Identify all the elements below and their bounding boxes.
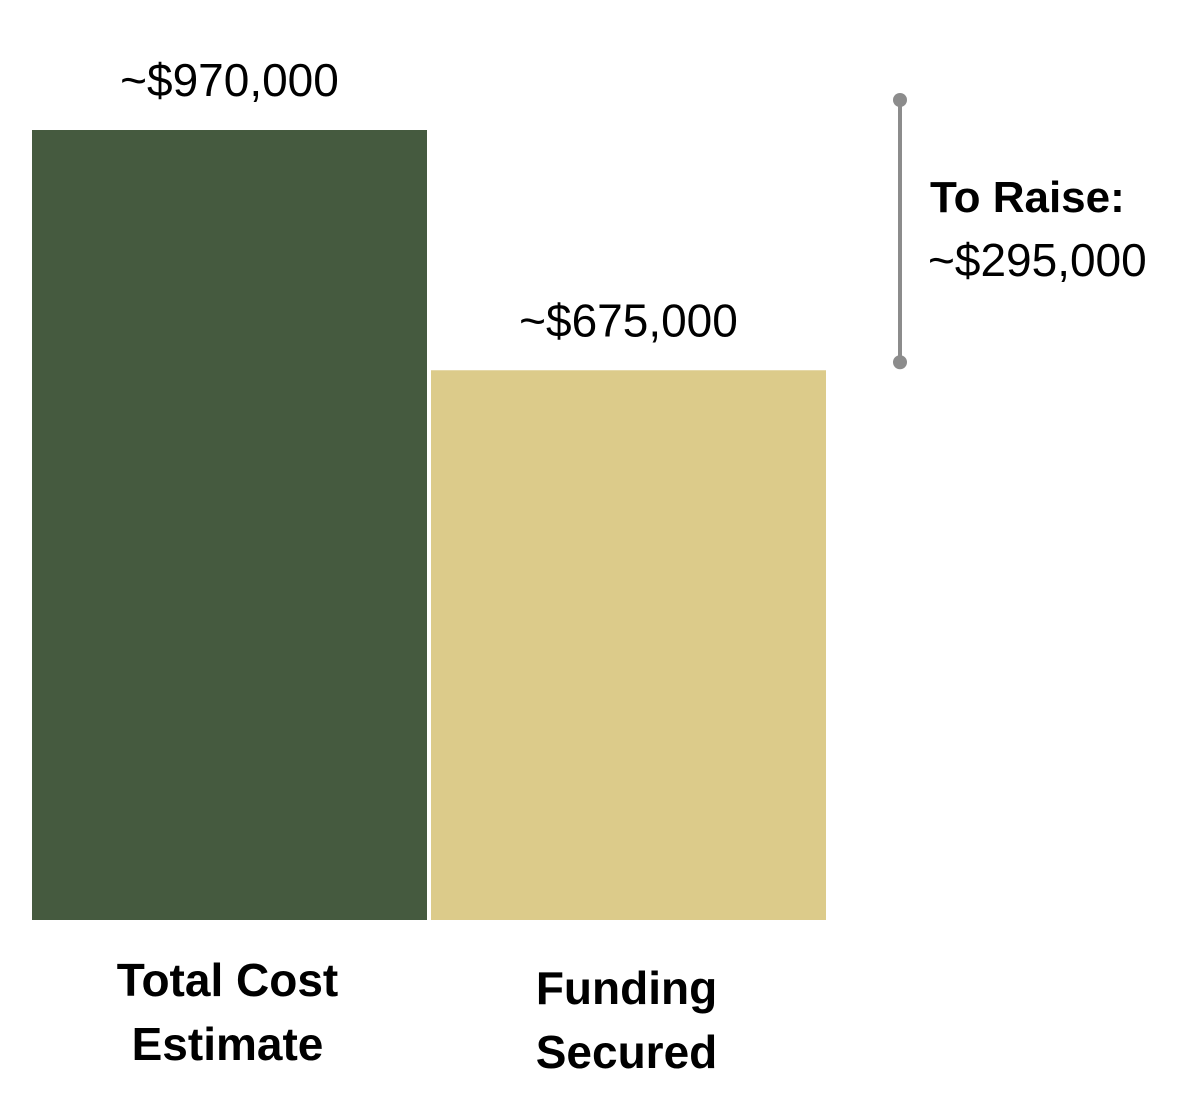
value-labels-group: ~$970,000 ~$675,000 <box>120 54 738 346</box>
gap-bracket-bottom-dot <box>893 355 907 370</box>
bars-group <box>32 130 826 921</box>
category-label-funding-secured-line-1: Funding <box>536 962 717 1014</box>
gap-annotation: To Raise: ~$295,000 <box>893 93 1147 370</box>
category-labels-group: Total Cost Estimate Funding Secured <box>117 954 718 1078</box>
category-label-funding-secured-line-2: Secured <box>536 1026 718 1078</box>
category-label-total-cost-estimate-line-2: Estimate <box>132 1018 324 1070</box>
gap-title: To Raise: <box>930 173 1125 222</box>
bar-total-cost-estimate <box>32 130 427 920</box>
gap-bracket-top-dot <box>893 93 907 107</box>
data-label-funding-secured: ~$675,000 <box>519 294 738 346</box>
category-label-total-cost-estimate-line-1: Total Cost <box>117 954 338 1006</box>
data-label-total-cost-estimate: ~$970,000 <box>120 54 339 106</box>
bar-funding-secured <box>431 370 826 921</box>
gap-value-label: ~$295,000 <box>928 234 1147 286</box>
